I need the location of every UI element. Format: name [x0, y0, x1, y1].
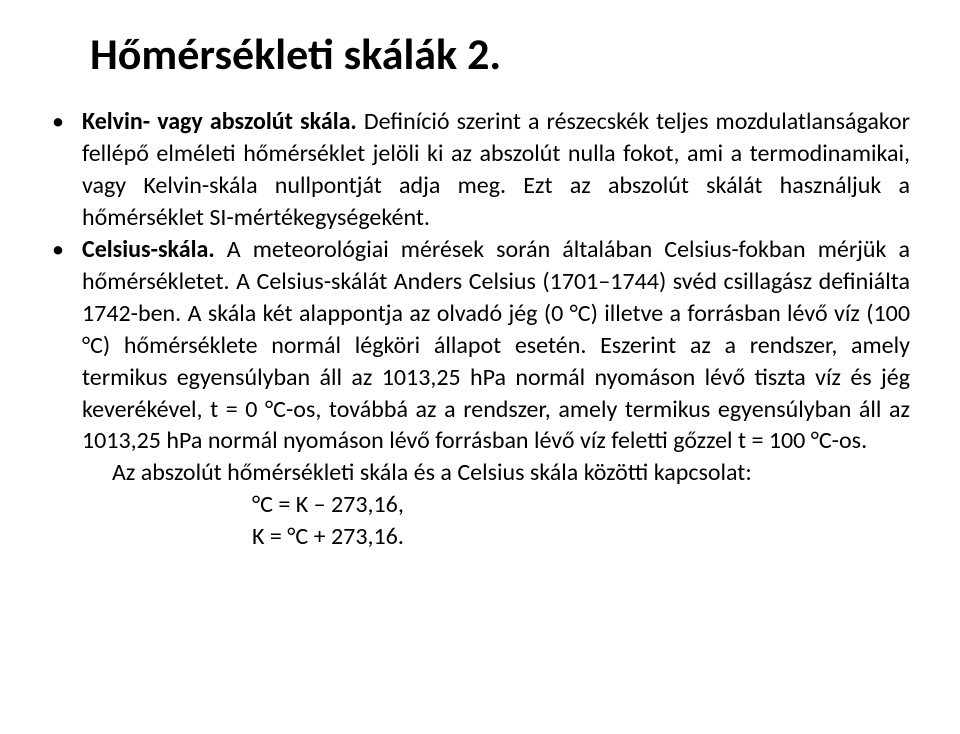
bullet-glyph: •	[50, 106, 82, 138]
formula-k-from-c: K = °C + 273,16.	[252, 521, 910, 553]
bullet-text-kelvin: Kelvin- vagy abszolút skála. Definíció s…	[82, 106, 910, 234]
bullet-item-celsius: • Celsius-skála. A meteorológiai mérések…	[50, 234, 910, 553]
closing-line: Az abszolút hőmérsékleti skála és a Cels…	[112, 457, 910, 489]
bullet-item-kelvin: • Kelvin- vagy abszolút skála. Definíció…	[50, 106, 910, 234]
formula-c-from-k: °C = K – 273,16,	[252, 489, 910, 521]
slide-title: Hőmérsékleti skálák 2.	[90, 30, 910, 78]
slide-body: • Kelvin- vagy abszolút skála. Definíció…	[50, 106, 910, 553]
bullet-text-celsius: Celsius-skála. A meteorológiai mérések s…	[82, 234, 910, 553]
celsius-rest: A meteorológiai mérések során általában …	[82, 235, 910, 455]
slide-container: Hőmérsékleti skálák 2. • Kelvin- vagy ab…	[0, 0, 960, 734]
kelvin-lead: Kelvin- vagy abszolút skála.	[82, 107, 357, 136]
bullet-glyph: •	[50, 234, 82, 266]
celsius-lead: Celsius-skála.	[82, 235, 215, 264]
